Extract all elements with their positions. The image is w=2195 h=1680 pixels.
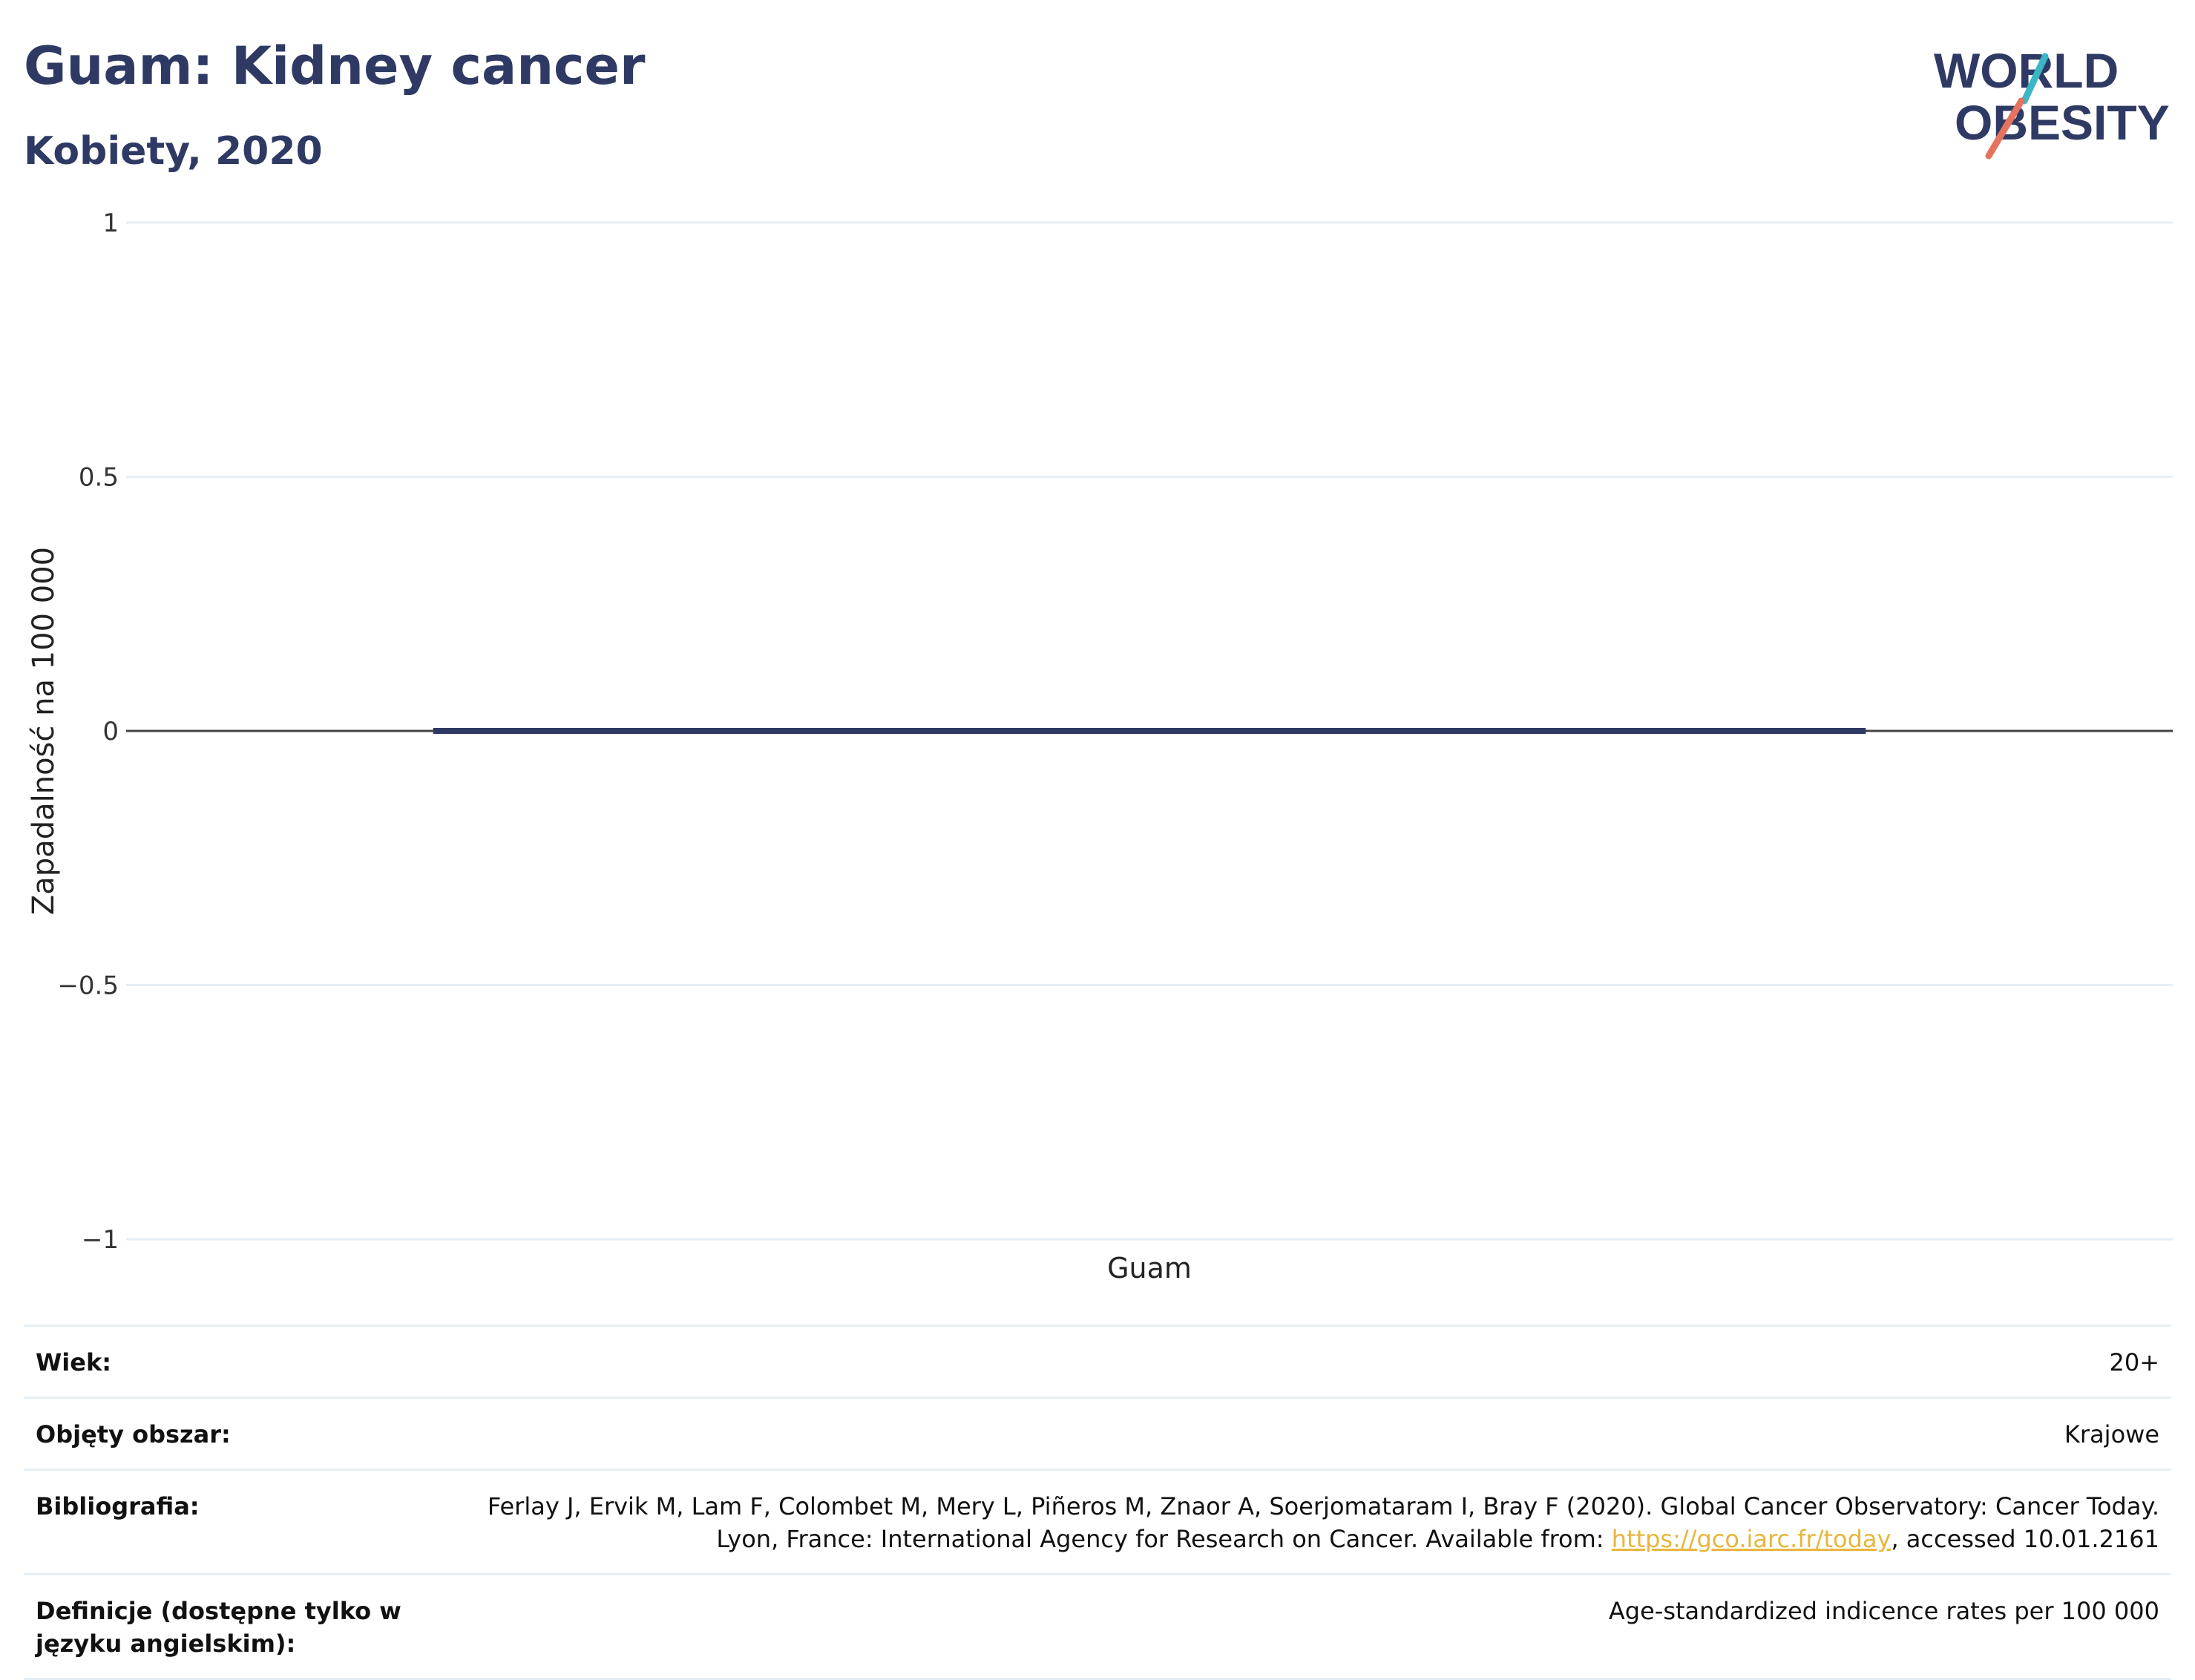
y-axis-label: Zapadalność na 100 000 <box>27 547 61 915</box>
y-tick-label: −0.5 <box>57 971 119 1001</box>
logo-line1: WORLD <box>1934 43 2119 98</box>
info-row-bibliography: Bibliografia: Ferlay J, Ervik M, Lam F, … <box>24 1469 2171 1575</box>
info-label-age: Wiek: <box>36 1348 112 1377</box>
info-value-definitions: Age-standardized indicence rates per 100… <box>1608 1597 2159 1625</box>
info-value-area: Krajowe <box>2064 1420 2159 1448</box>
bar-guam <box>433 728 1866 734</box>
info-value-age: 20+ <box>2109 1348 2159 1377</box>
world-obesity-logo: WORLD OBESITY <box>1934 43 2170 160</box>
bibliography-link[interactable]: https://gco.iarc.fr/today <box>1611 1525 1891 1553</box>
info-row-definitions: Definicje (dostępne tylko w języku angie… <box>24 1574 2171 1679</box>
x-tick-label: Guam <box>1107 1252 1192 1284</box>
info-table: Wiek: 20+ Objęty obszar: Krajowe Bibliog… <box>24 1325 2171 1680</box>
info-label-definitions: Definicje (dostępne tylko w języku angie… <box>36 1597 401 1658</box>
page-title: Guam: Kidney cancer <box>24 36 646 96</box>
logo-teal-stroke <box>2021 53 2049 105</box>
chart-header: Guam: Kidney cancer Kobiety, 2020 WORLD … <box>24 30 2171 193</box>
bar-chart: 1 0.5 0 −0.5 −1 Guam Zapadalność na 100 000 <box>0 193 2195 1291</box>
y-tick-label: 0 <box>102 717 119 747</box>
logo-line2: OBESITY <box>1955 95 2170 150</box>
info-value-bibliography: Ferlay J, Ervik M, Lam F, Colombet M, Me… <box>463 1470 2171 1575</box>
bibliography-text: Ferlay J, Ervik M, Lam F, Colombet M, Me… <box>487 1492 2159 1553</box>
y-tick-label: 0.5 <box>79 463 119 493</box>
y-tick-label: −1 <box>82 1225 119 1255</box>
info-label-bibliography: Bibliografia: <box>36 1492 200 1520</box>
info-row-area: Objęty obszar: Krajowe <box>24 1397 2171 1470</box>
page-subtitle: Kobiety, 2020 <box>24 129 323 174</box>
info-label-area: Objęty obszar: <box>36 1420 231 1448</box>
bibliography-access-date: , accessed 10.01.2161 <box>1891 1525 2159 1553</box>
logo-coral-stroke <box>1985 97 2025 160</box>
chart-svg: 1 0.5 0 −0.5 −1 Guam Zapadalność na 100 000 <box>27 209 2173 1284</box>
y-tick-label: 1 <box>102 209 119 238</box>
info-row-age: Wiek: 20+ <box>24 1325 2171 1398</box>
